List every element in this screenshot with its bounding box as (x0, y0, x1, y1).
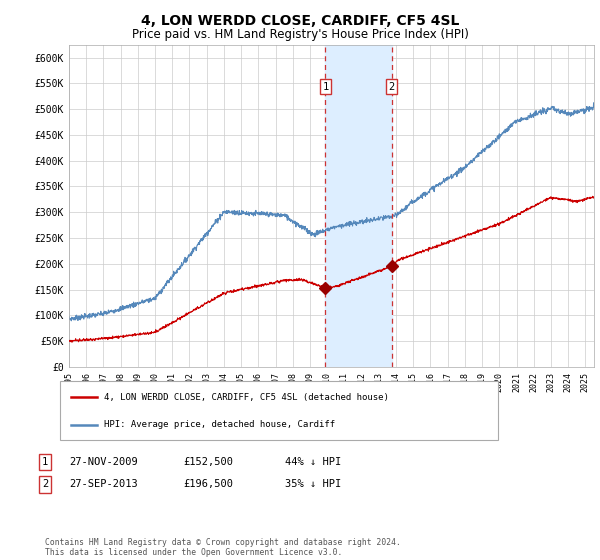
Text: £152,500: £152,500 (183, 457, 233, 467)
Text: 35% ↓ HPI: 35% ↓ HPI (285, 479, 341, 489)
FancyBboxPatch shape (60, 381, 498, 440)
Text: 27-NOV-2009: 27-NOV-2009 (69, 457, 138, 467)
Text: 44% ↓ HPI: 44% ↓ HPI (285, 457, 341, 467)
Bar (325, 45, 392, 367)
Text: 4, LON WERDD CLOSE, CARDIFF, CF5 4SL (detached house): 4, LON WERDD CLOSE, CARDIFF, CF5 4SL (de… (104, 393, 389, 402)
Text: 1: 1 (322, 82, 329, 92)
Text: £196,500: £196,500 (183, 479, 233, 489)
Text: 1: 1 (42, 457, 48, 467)
Text: HPI: Average price, detached house, Cardiff: HPI: Average price, detached house, Card… (104, 421, 335, 430)
Text: 2: 2 (42, 479, 48, 489)
Text: Price paid vs. HM Land Registry's House Price Index (HPI): Price paid vs. HM Land Registry's House … (131, 28, 469, 41)
Text: 4, LON WERDD CLOSE, CARDIFF, CF5 4SL: 4, LON WERDD CLOSE, CARDIFF, CF5 4SL (141, 14, 459, 28)
Text: 2: 2 (389, 82, 395, 92)
Text: Contains HM Land Registry data © Crown copyright and database right 2024.
This d: Contains HM Land Registry data © Crown c… (45, 538, 401, 557)
Text: 27-SEP-2013: 27-SEP-2013 (69, 479, 138, 489)
